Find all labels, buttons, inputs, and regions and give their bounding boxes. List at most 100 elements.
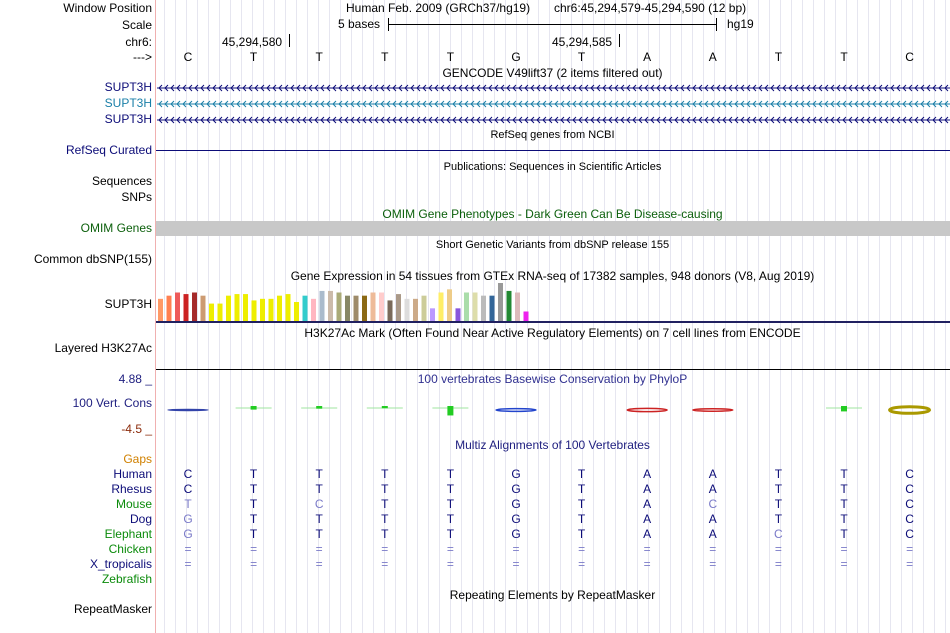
- gtex-tissue-bar[interactable]: [498, 283, 503, 321]
- refseq-gene-line[interactable]: [156, 150, 950, 151]
- omim-title[interactable]: OMIM Gene Phenotypes - Dark Green Can Be…: [382, 207, 723, 221]
- strand-chevron: [836, 84, 841, 92]
- gtex-tissue-bar[interactable]: [200, 295, 206, 321]
- omim-phenotype-bar[interactable]: [156, 221, 950, 236]
- gencode-transcript-label[interactable]: SUPT3H: [104, 80, 152, 94]
- phylop-score-bar[interactable]: [316, 406, 323, 409]
- gtex-tissue-bar[interactable]: [387, 300, 393, 321]
- gtex-tissue-bar[interactable]: [243, 294, 248, 321]
- gtex-tissue-bar[interactable]: [353, 295, 359, 321]
- repeatmasker-title[interactable]: Repeating Elements by RepeatMasker: [449, 588, 656, 602]
- strand-chevron: [884, 100, 889, 108]
- gtex-tissue-bar[interactable]: [183, 294, 189, 321]
- gencode-title[interactable]: GENCODE V49lift37 (2 items filtered out): [442, 66, 663, 80]
- omim-label[interactable]: OMIM Genes: [80, 221, 152, 235]
- phylop-score-glyph[interactable]: [167, 408, 209, 412]
- gtex-tissue-bar[interactable]: [489, 295, 495, 321]
- dbsnp-title[interactable]: Short Genetic Variants from dbSNP releas…: [435, 239, 670, 251]
- gtex-tissue-bar[interactable]: [226, 295, 231, 321]
- gtex-tissue-bar[interactable]: [455, 308, 461, 321]
- multiz-species-label[interactable]: Mouse: [115, 497, 152, 511]
- h3k27ac-label[interactable]: Layered H3K27Ac: [54, 341, 152, 355]
- phylop-title[interactable]: 100 vertebrates Basewise Conservation by…: [417, 372, 688, 386]
- gtex-tissue-bar[interactable]: [302, 295, 308, 321]
- gtex-tissue-bar[interactable]: [285, 294, 291, 321]
- phylop-score-glyph[interactable]: [692, 408, 734, 412]
- gtex-tissue-bar[interactable]: [175, 292, 180, 322]
- gtex-tissue-bar[interactable]: [277, 295, 282, 321]
- phylop-score-glyph[interactable]: [495, 407, 537, 413]
- gtex-tissue-bar[interactable]: [421, 295, 427, 321]
- gtex-title[interactable]: Gene Expression in 54 tissues from GTEx …: [290, 269, 815, 283]
- gtex-tissue-bar[interactable]: [481, 295, 486, 321]
- strand-chevron: [926, 100, 931, 108]
- gtex-tissue-bar[interactable]: [209, 303, 214, 321]
- publications-label-snps[interactable]: SNPs: [121, 190, 152, 204]
- gtex-tissue-bar[interactable]: [319, 290, 325, 321]
- gtex-tissue-bar[interactable]: [523, 311, 529, 322]
- gtex-tissue-bar[interactable]: [336, 292, 342, 322]
- gtex-tissue-bar[interactable]: [192, 292, 197, 322]
- publications-label-sequences[interactable]: Sequences: [91, 174, 152, 188]
- strand-arrow-label[interactable]: --->: [133, 50, 152, 64]
- gtex-tissue-bar[interactable]: [379, 292, 384, 322]
- multiz-species-label[interactable]: X_tropicalis: [89, 557, 152, 571]
- gtex-tissue-bar[interactable]: [311, 298, 316, 321]
- phylop-score-glyph[interactable]: [626, 407, 668, 413]
- publications-title[interactable]: Publications: Sequences in Scientific Ar…: [443, 161, 662, 173]
- gtex-tissue-bar[interactable]: [166, 295, 172, 321]
- repeatmasker-label[interactable]: RepeatMasker: [73, 602, 152, 616]
- strand-chevron: [398, 116, 403, 124]
- gtex-tissue-bar[interactable]: [268, 298, 274, 321]
- gtex-tissue-bar[interactable]: [362, 295, 367, 321]
- gtex-tissue-bar[interactable]: [404, 298, 410, 321]
- gtex-tissue-bar[interactable]: [515, 292, 520, 322]
- dbsnp-label[interactable]: Common dbSNP(155): [33, 252, 152, 266]
- gtex-tissue-bar[interactable]: [294, 302, 299, 321]
- gtex-tissue-bar[interactable]: [430, 308, 435, 321]
- phylop-conservation-plot[interactable]: [155, 395, 950, 420]
- gtex-tissue-bar[interactable]: [506, 290, 512, 321]
- multiz-species-label[interactable]: Elephant: [104, 527, 152, 541]
- multiz-species-label[interactable]: Rhesus: [111, 482, 152, 496]
- gtex-tissue-bar[interactable]: [472, 292, 478, 322]
- multiz-species-label[interactable]: Human: [113, 467, 152, 481]
- phylop-score-bar[interactable]: [250, 406, 257, 410]
- phylop-score-bar[interactable]: [381, 406, 388, 409]
- phylop-score-bar[interactable]: [447, 406, 454, 416]
- grid-line: [428, 0, 429, 633]
- strand-chevron: [902, 116, 907, 124]
- gtex-tissue-bar[interactable]: [345, 295, 350, 321]
- h3k27ac-title[interactable]: H3K27Ac Mark (Often Found Near Active Re…: [304, 326, 801, 340]
- phylop-score-bar[interactable]: [841, 406, 847, 412]
- gtex-gene-label[interactable]: SUPT3H: [104, 297, 152, 311]
- gencode-transcript-label[interactable]: SUPT3H: [104, 112, 152, 126]
- refseq-label[interactable]: RefSeq Curated: [65, 143, 152, 157]
- gtex-tissue-bar[interactable]: [251, 300, 257, 321]
- gtex-tissue-bar[interactable]: [328, 290, 333, 321]
- gencode-transcripts[interactable]: [155, 80, 950, 128]
- gtex-tissue-bar[interactable]: [370, 292, 376, 322]
- gtex-tissue-bar[interactable]: [234, 294, 240, 321]
- gtex-tissue-bar[interactable]: [438, 292, 444, 322]
- strand-chevron: [860, 84, 865, 92]
- gtex-tissue-bar[interactable]: [447, 289, 452, 321]
- refseq-title[interactable]: RefSeq genes from NCBI: [490, 129, 615, 141]
- multiz-species-label[interactable]: Zebrafish: [101, 572, 152, 586]
- strand-chevron: [314, 84, 319, 92]
- gtex-tissue-bar[interactable]: [260, 298, 265, 321]
- multiz-title[interactable]: Multiz Alignments of 100 Vertebrates: [455, 438, 650, 452]
- multiz-species-label[interactable]: Chicken: [108, 542, 152, 556]
- gtex-tissue-bar[interactable]: [396, 294, 401, 321]
- gtex-tissue-bar[interactable]: [464, 292, 469, 322]
- phylop-track-label[interactable]: 100 Vert. Cons: [72, 396, 152, 410]
- gencode-transcript-label[interactable]: SUPT3H: [104, 96, 152, 110]
- gtex-expression-chart[interactable]: [155, 282, 950, 324]
- gtex-tissue-bar[interactable]: [217, 303, 223, 321]
- multiz-gaps-label[interactable]: Gaps: [123, 452, 152, 466]
- strand-chevron: [668, 116, 673, 124]
- gtex-tissue-bar[interactable]: [413, 298, 418, 321]
- gtex-tissue-bar[interactable]: [158, 298, 163, 321]
- multiz-species-label[interactable]: Dog: [129, 512, 152, 526]
- phylop-score-glyph[interactable]: [888, 405, 932, 415]
